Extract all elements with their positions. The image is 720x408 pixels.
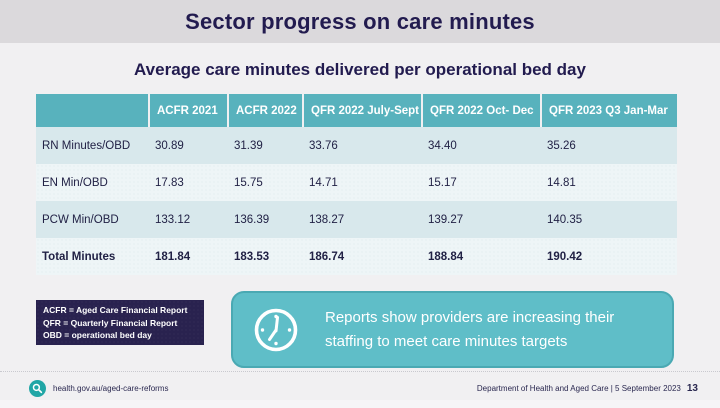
department-date-text: Department of Health and Aged Care | 5 S… [476,384,681,393]
legend-line: OBD = operational bed day [43,330,152,340]
site-url: health.gov.au/aged-care-reforms [53,384,169,393]
table-row: EN Min/OBD 17.83 15.75 14.71 15.17 14.81 [36,164,677,201]
table-cell: 15.75 [234,176,263,189]
table-cell: 34.40 [428,139,457,152]
table-cell: 30.89 [155,139,184,152]
footer-site: health.gov.au/aged-care-reforms [29,380,168,397]
column-header: QFR 2023 Q3 Jan-Mar [540,94,677,127]
callout-box: Reports show providers are increasing th… [231,291,674,368]
table-cell: 14.81 [547,176,576,189]
clock-icon [254,308,298,351]
table-cell: 17.83 [155,176,184,189]
row-label: RN Minutes/OBD [42,139,131,152]
page-title: Sector progress on care minutes [185,8,535,34]
table-title: Average care minutes delivered per opera… [134,60,586,79]
legend-line: QFR = Quarterly Financial Report [43,317,178,328]
table-cell: 183.53 [234,250,270,263]
table-cell: 15.17 [428,176,457,189]
row-label: EN Min/OBD [42,176,108,189]
table-row-total: Total Minutes 181.84 183.53 186.74 188.8… [36,238,677,275]
footer-attribution: Department of Health and Aged Care | 5 S… [477,383,698,394]
column-header: ACFR 2022 [227,94,302,127]
table-cell: 33.76 [309,139,338,152]
page-number: 13 [686,383,698,394]
abbreviation-legend: ACFR = Aged Care Financial Report QFR = … [36,300,204,345]
column-header: ACFR 2021 [148,94,227,127]
magnifier-icon [29,380,46,397]
table-cell: 188.84 [428,250,464,263]
table-cell: 35.26 [547,139,576,152]
table-cell: 14.71 [309,176,338,189]
table-cell: 190.42 [547,250,583,263]
row-label: Total Minutes [42,250,116,263]
table-header-row: ACFR 2021 ACFR 2022 QFR 2022 July-Sept Q… [36,94,677,127]
row-label: PCW Min/OBD [42,213,119,226]
callout-text: Reports show providers are increasing th… [325,309,615,350]
footer: health.gov.au/aged-care-reforms Departme… [0,371,720,401]
title-banner: Sector progress on care minutes [0,0,720,43]
legend-line: ACFR = Aged Care Financial Report [43,305,188,315]
table-cell: 138.27 [309,213,345,226]
table-cell: 133.12 [155,213,191,226]
column-header [36,94,148,127]
table-cell: 136.39 [234,213,270,226]
table-cell: 186.74 [309,250,345,263]
table-row: RN Minutes/OBD 30.89 31.39 33.76 34.40 3… [36,127,677,164]
table-cell: 140.35 [547,213,583,226]
table-cell: 139.27 [428,213,464,226]
table-row: PCW Min/OBD 133.12 136.39 138.27 139.27 … [36,201,677,238]
column-header: QFR 2022 Oct- Dec [421,94,540,127]
bottom-strip [0,400,720,408]
column-header: QFR 2022 July-Sept [302,94,421,127]
care-minutes-table: ACFR 2021 ACFR 2022 QFR 2022 July-Sept Q… [36,94,677,275]
table-cell: 181.84 [155,250,191,263]
table-cell: 31.39 [234,139,263,152]
